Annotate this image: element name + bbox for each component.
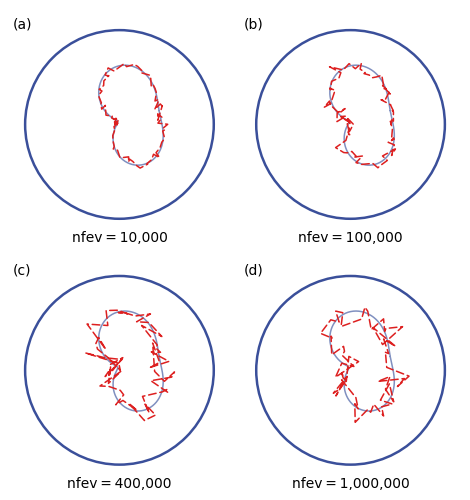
Text: (a): (a) <box>13 18 32 32</box>
Text: (b): (b) <box>243 18 263 32</box>
Text: nfev = 1,000,000: nfev = 1,000,000 <box>292 477 409 491</box>
Text: nfev = 10,000: nfev = 10,000 <box>71 232 167 245</box>
Text: (c): (c) <box>13 264 31 278</box>
Text: nfev = 100,000: nfev = 100,000 <box>298 232 403 245</box>
Text: nfev = 400,000: nfev = 400,000 <box>67 477 172 491</box>
Text: (d): (d) <box>243 264 263 278</box>
